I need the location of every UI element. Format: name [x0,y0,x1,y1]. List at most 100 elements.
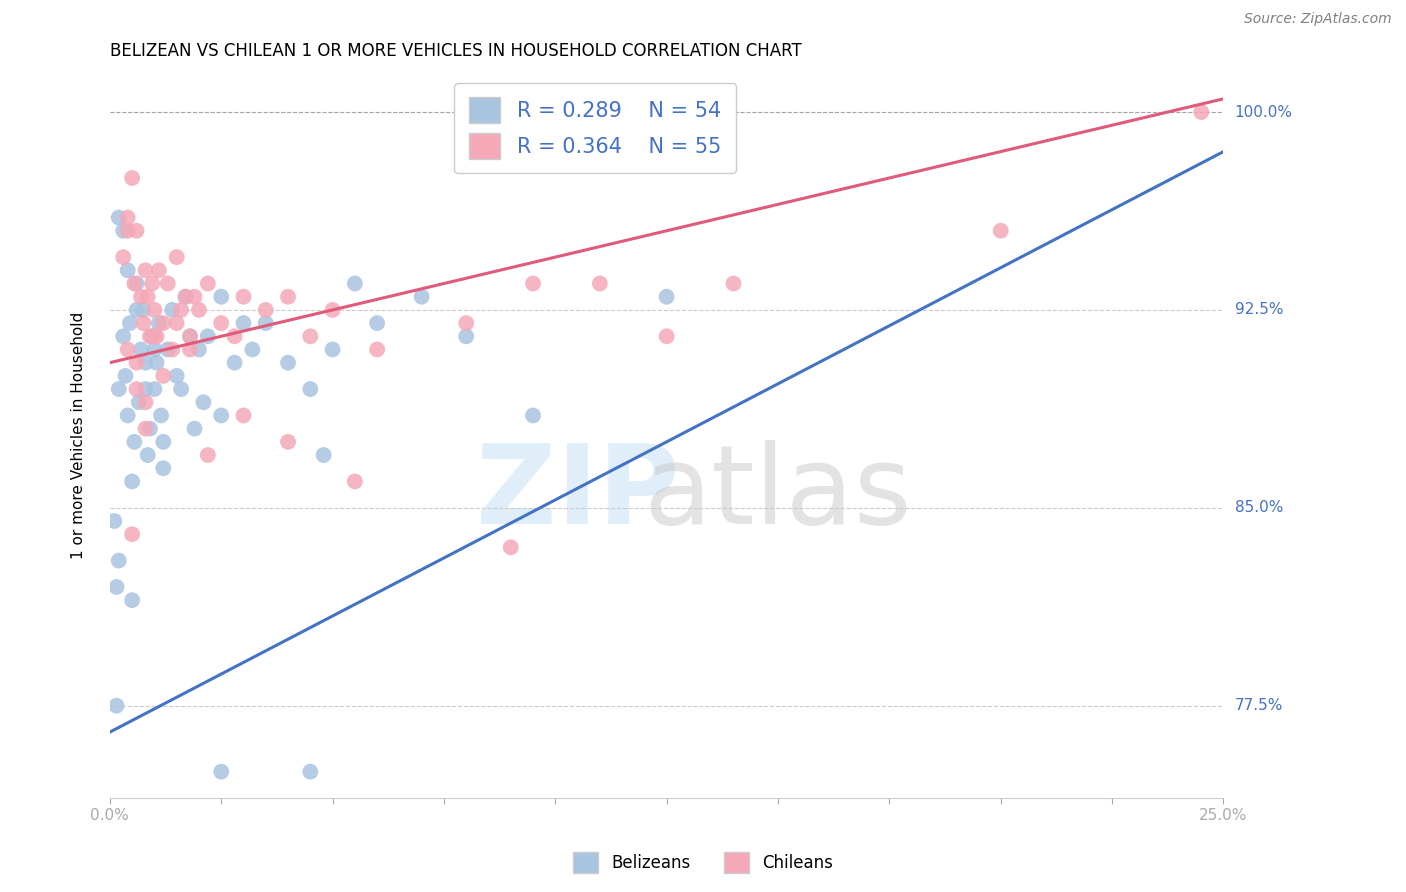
Point [121,593,143,607]
Point [174,290,197,304]
Point [121,171,143,186]
Point [224,329,246,343]
Point [299,382,322,396]
Point [118,316,141,330]
Point [152,434,174,449]
Point [723,277,745,291]
Point [156,277,179,291]
Point [655,290,678,304]
Point [112,250,135,264]
Point [655,329,678,343]
Text: Source: ZipAtlas.com: Source: ZipAtlas.com [1244,12,1392,26]
Point [166,368,188,383]
Point [129,343,152,357]
Point [589,277,612,291]
Point [141,277,163,291]
Point [156,343,179,357]
Point [277,290,299,304]
Point [136,290,159,304]
Point [209,764,232,779]
Point [499,541,522,555]
Point [117,409,139,423]
Point [174,290,197,304]
Point [343,277,366,291]
Text: BELIZEAN VS CHILEAN 1 OR MORE VEHICLES IN HOUSEHOLD CORRELATION CHART: BELIZEAN VS CHILEAN 1 OR MORE VEHICLES I… [110,42,801,60]
Point [170,302,193,317]
Text: 92.5%: 92.5% [1234,302,1284,318]
Point [312,448,335,462]
Point [179,329,201,343]
Point [522,277,544,291]
Point [107,382,129,396]
Point [232,290,254,304]
Point [139,329,162,343]
Point [132,302,155,317]
Point [132,316,155,330]
Point [143,302,166,317]
Point [990,224,1012,238]
Point [152,368,174,383]
Point [277,356,299,370]
Point [136,448,159,462]
Point [125,277,148,291]
Point [183,290,205,304]
Point [145,329,167,343]
Point [107,553,129,567]
Point [134,263,156,277]
Point [129,290,152,304]
Point [166,250,188,264]
Point [366,343,388,357]
Point [143,343,166,357]
Point [411,290,433,304]
Point [322,343,344,357]
Point [125,382,148,396]
Text: 77.5%: 77.5% [1234,698,1282,714]
Point [1189,105,1212,120]
Point [209,409,232,423]
Point [143,382,166,396]
Point [366,316,388,330]
Point [254,316,277,330]
Point [232,409,254,423]
Point [103,514,125,528]
Point [152,461,174,475]
Point [254,302,277,317]
Point [197,277,219,291]
Point [166,316,188,330]
Point [117,343,139,357]
Point [117,224,139,238]
Point [134,382,156,396]
Point [105,698,128,713]
Point [232,316,254,330]
Point [160,302,183,317]
Point [299,764,322,779]
Y-axis label: 1 or more Vehicles in Household: 1 or more Vehicles in Household [72,311,86,559]
Point [150,409,173,423]
Point [112,224,135,238]
Point [121,527,143,541]
Point [141,329,163,343]
Point [145,356,167,370]
Point [128,395,150,409]
Point [105,580,128,594]
Point [299,329,322,343]
Point [117,211,139,225]
Point [148,263,170,277]
Point [456,329,478,343]
Point [134,422,156,436]
Point [143,329,166,343]
Point [152,316,174,330]
Point [148,316,170,330]
Point [134,395,156,409]
Point [125,224,148,238]
Point [179,329,201,343]
Point [322,302,344,317]
Point [197,329,219,343]
Point [456,316,478,330]
Text: atlas: atlas [644,440,912,547]
Point [160,343,183,357]
Point [209,316,232,330]
Point [107,211,129,225]
Point [112,329,135,343]
Point [170,382,193,396]
